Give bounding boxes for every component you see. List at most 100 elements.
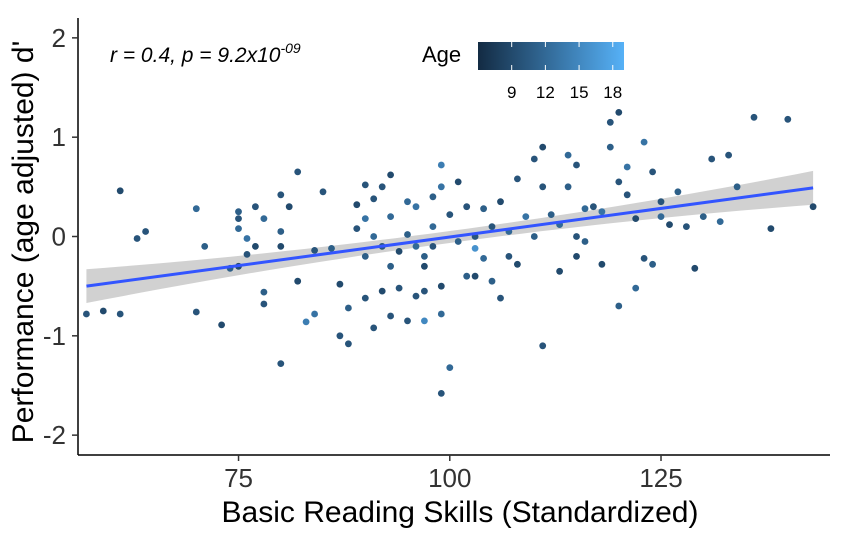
- data-point: [412, 203, 420, 211]
- data-point: [530, 155, 538, 163]
- data-point: [192, 205, 200, 213]
- data-point: [421, 317, 428, 325]
- data-point: [319, 188, 327, 196]
- data-point: [378, 183, 386, 191]
- x-tick-label: 125: [639, 463, 682, 493]
- data-point: [573, 233, 580, 240]
- correlation-annotation-exponent: -09: [280, 40, 300, 56]
- y-tick-label: 1: [52, 122, 66, 152]
- data-point: [784, 115, 792, 123]
- data-point: [556, 267, 563, 275]
- data-point: [623, 191, 631, 199]
- data-point: [387, 312, 394, 320]
- legend-tick-label: 12: [536, 83, 555, 102]
- data-point: [454, 238, 462, 245]
- x-tick-label: 75: [224, 463, 253, 493]
- y-tick-label: -2: [43, 420, 66, 450]
- data-point: [99, 307, 107, 315]
- data-point: [260, 300, 268, 308]
- data-point: [767, 225, 775, 233]
- data-point: [252, 203, 259, 211]
- data-point: [598, 260, 606, 268]
- data-point: [446, 211, 454, 219]
- data-point: [243, 235, 251, 242]
- data-point: [353, 201, 361, 209]
- data-point: [235, 215, 242, 223]
- data-point: [421, 262, 428, 270]
- data-point: [361, 294, 369, 302]
- data-point: [361, 253, 369, 260]
- data-point: [412, 243, 420, 250]
- y-tick-label: 0: [52, 222, 66, 252]
- data-point: [649, 168, 656, 176]
- data-point: [471, 245, 479, 252]
- data-point: [421, 253, 428, 260]
- data-point: [116, 310, 124, 318]
- data-point: [699, 213, 707, 221]
- data-point: [133, 235, 141, 242]
- data-point: [539, 143, 547, 151]
- legend-tick-label: 18: [603, 83, 622, 102]
- data-point: [387, 262, 394, 270]
- data-point: [412, 292, 420, 300]
- data-point: [83, 310, 90, 318]
- data-point: [294, 277, 302, 285]
- data-point: [395, 248, 403, 255]
- data-point: [345, 340, 352, 348]
- data-point: [437, 183, 445, 191]
- data-point: [547, 211, 555, 219]
- data-point: [640, 255, 648, 262]
- data-point: [454, 178, 462, 186]
- data-point: [437, 390, 445, 397]
- correlation-annotation-main: r = 0.4, p = 9.2x10: [110, 44, 281, 67]
- data-point: [505, 253, 513, 260]
- data-point: [708, 155, 716, 163]
- data-point: [623, 163, 631, 171]
- data-point: [606, 118, 614, 126]
- data-point: [530, 233, 538, 240]
- data-point: [480, 205, 487, 213]
- data-point: [497, 294, 504, 302]
- data-point: [404, 231, 411, 238]
- data-point: [750, 113, 758, 121]
- y-axis-title: Performance (age adjusted) d': [7, 41, 40, 444]
- data-point: [142, 228, 150, 235]
- data-point: [488, 277, 496, 285]
- data-point: [201, 243, 209, 250]
- legend-tick-label: 15: [570, 83, 589, 102]
- data-point: [446, 364, 454, 371]
- data-point: [581, 238, 589, 245]
- data-point: [328, 245, 335, 252]
- data-point: [252, 243, 259, 250]
- data-point: [311, 310, 318, 318]
- data-point: [539, 342, 547, 350]
- data-point: [387, 213, 394, 221]
- data-point: [395, 284, 403, 292]
- data-point: [606, 143, 614, 151]
- data-point: [480, 255, 487, 262]
- data-point: [116, 187, 124, 195]
- data-point: [539, 183, 547, 191]
- data-points-layer: [83, 109, 817, 397]
- data-point: [615, 178, 623, 186]
- data-point: [733, 183, 741, 191]
- data-point: [277, 191, 285, 199]
- data-point: [277, 243, 285, 250]
- data-point: [615, 302, 623, 310]
- data-point: [243, 251, 251, 258]
- data-point: [235, 225, 242, 233]
- data-point: [437, 161, 445, 169]
- correlation-annotation: r = 0.4, p = 9.2x10-09: [110, 40, 301, 67]
- data-point: [370, 233, 378, 240]
- data-point: [421, 287, 428, 295]
- data-point: [497, 198, 504, 206]
- data-point: [192, 308, 200, 316]
- data-point: [649, 260, 656, 268]
- data-point: [429, 193, 437, 201]
- data-point: [437, 310, 445, 318]
- data-point: [691, 264, 699, 272]
- data-point: [514, 260, 521, 268]
- data-point: [336, 332, 344, 340]
- data-point: [378, 287, 386, 295]
